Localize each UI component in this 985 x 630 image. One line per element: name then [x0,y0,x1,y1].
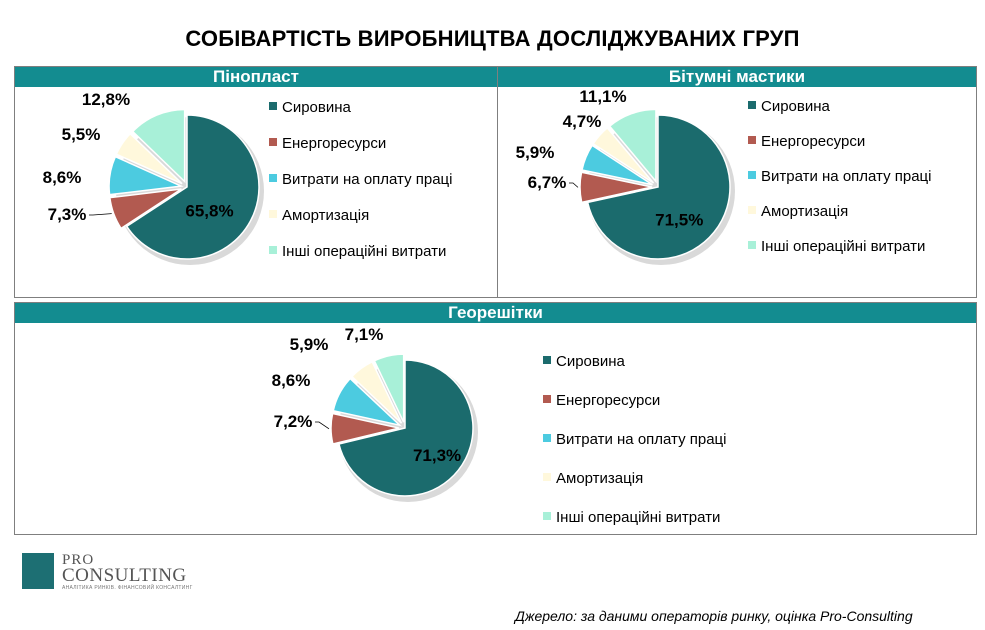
legend-label: Амортизація [761,203,849,220]
pie-chart-foam: 65,8% 7,3% 8,6% 5,5% 12,8% [43,90,264,265]
legend-item: Інші операційні витрати [269,243,446,260]
pie-slice-2 [579,171,653,204]
legend-swatch-icon [543,356,551,364]
chart-title: Бітумні мастики [498,67,976,87]
legend-label: Енергоресурси [761,133,866,150]
legend-item: Інші операційні витрати [543,509,720,526]
chart-title: Пінопласт [15,67,497,87]
legend-item: Амортизація [269,207,369,224]
chart-panel-geogrid: Георешітки 71,3% 7,2% 8,6% 5,9% 7,1% Сировин… [14,302,977,535]
legend-swatch-icon [748,101,756,109]
legend-label: Витрати на оплату праці [282,171,453,188]
legend-item: Витрати на оплату праці [748,168,932,185]
legend-item: Інші операційні витрати [748,238,925,255]
legend-label: Інші операційні витрати [282,243,447,260]
pie-chart-geogrid: 71,3% 7,2% 8,6% 5,9% 7,1% [272,325,478,502]
legend-swatch-icon [748,206,756,214]
data-label-3: 5,9% [516,143,555,162]
legend-item: Енергоресурси [269,135,386,152]
pie-slice-5 [608,108,657,184]
legend-item: Енергоресурси [748,133,865,150]
legend-item: Амортизація [748,203,848,220]
pie-slice-4 [592,126,655,184]
logo-line-2: CONSULTING [62,565,187,586]
pie-slice-5 [131,108,186,184]
legend-label: Амортизація [556,470,644,487]
chart-panel-bitumen: Бітумні мастики 71,5% 6,7% 5,9% 4,7% 11,1% С… [497,66,977,298]
data-label-2: 6,7% [528,173,567,192]
legend-item: Сировина [269,99,351,116]
chart-panel-foam: Пінопласт 65,8% 7,3% 8,6% 5,5% 12,8% Сировин… [14,66,498,298]
source-note: Джерело: за даними операторів ринку, оці… [515,608,913,624]
legend-swatch-icon [543,473,551,481]
legend-swatch-icon [269,174,277,182]
legend-swatch-icon [748,136,756,144]
pie-slice-1 [337,359,474,497]
legend-swatch-icon [543,434,551,442]
data-label-1: 65,8% [185,201,233,220]
page-title: СОБІВАРТІСТЬ ВИРОБНИЦТВА ДОСЛІДЖУВАНИХ Г… [185,26,800,51]
legend-item: Сировина [748,98,830,115]
logo-mark-icon [22,553,54,589]
pie-slice-3 [108,155,184,196]
data-label-1: 71,5% [655,210,703,229]
data-label-1: 71,3% [413,446,461,465]
pie-slice-4 [350,360,403,424]
legend-swatch-icon [269,246,277,254]
legend-label: Сировина [556,353,625,370]
data-label-5: 12,8% [82,90,130,109]
legend-label: Інші операційні витрати [556,509,721,526]
legend-label: Амортизація [282,207,370,224]
legend-label: Енергоресурси [556,392,661,409]
data-label-4: 4,7% [563,112,602,131]
pie-slice-1 [125,114,260,260]
pie-slice-3 [332,377,403,427]
data-label-5: 11,1% [579,87,626,106]
data-label-5: 7,1% [345,325,384,344]
company-logo: PRO CONSULTING АНАЛІТИКА РИНКІВ. ФІНАНСО… [22,552,193,593]
pie-slice-4 [115,132,183,185]
legend-swatch-icon [269,138,277,146]
legend-label: Витрати на оплату праці [556,431,727,448]
legend-swatch-icon [543,512,551,520]
leader-line [569,182,579,188]
legend-item: Енергоресурси [543,392,660,409]
legend-label: Витрати на оплату праці [761,168,932,185]
legend-swatch-icon [748,171,756,179]
data-label-3: 8,6% [272,371,311,390]
legend-label: Сировина [761,98,830,115]
legend-item: Витрати на оплату праці [269,171,453,188]
legend-item: Амортизація [543,470,643,487]
data-label-3: 8,6% [43,168,82,187]
legend-swatch-icon [269,210,277,218]
pie-slice-3 [581,144,653,186]
legend-label: Інші операційні витрати [761,238,926,255]
data-label-4: 5,5% [62,125,101,144]
pie-slice-2 [109,188,182,230]
legend-swatch-icon [269,102,277,110]
data-label-4: 5,9% [290,335,329,354]
legend-item: Витрати на оплату праці [543,431,727,448]
legend-label: Енергоресурси [282,135,387,152]
logo-line-1: PRO [62,552,95,568]
legend-label: Сировина [282,99,351,116]
pie-slice-5 [373,353,405,423]
pie-slice-2 [330,412,400,445]
pie-chart-bitumen: 71,5% 6,7% 5,9% 4,7% 11,1% [516,87,735,265]
data-label-2: 7,3% [48,205,87,224]
data-label-2: 7,2% [274,412,313,431]
logo-tagline: АНАЛІТИКА РИНКІВ. ФІНАНСОВИЙ КОНСАЛТИНГ [62,585,193,591]
legend-swatch-icon [543,395,551,403]
leader-line [89,213,112,216]
legend-swatch-icon [748,241,756,249]
chart-title: Георешітки [15,303,976,323]
legend-item: Сировина [543,353,625,370]
leader-line [315,421,330,430]
pie-slice-1 [586,114,731,260]
